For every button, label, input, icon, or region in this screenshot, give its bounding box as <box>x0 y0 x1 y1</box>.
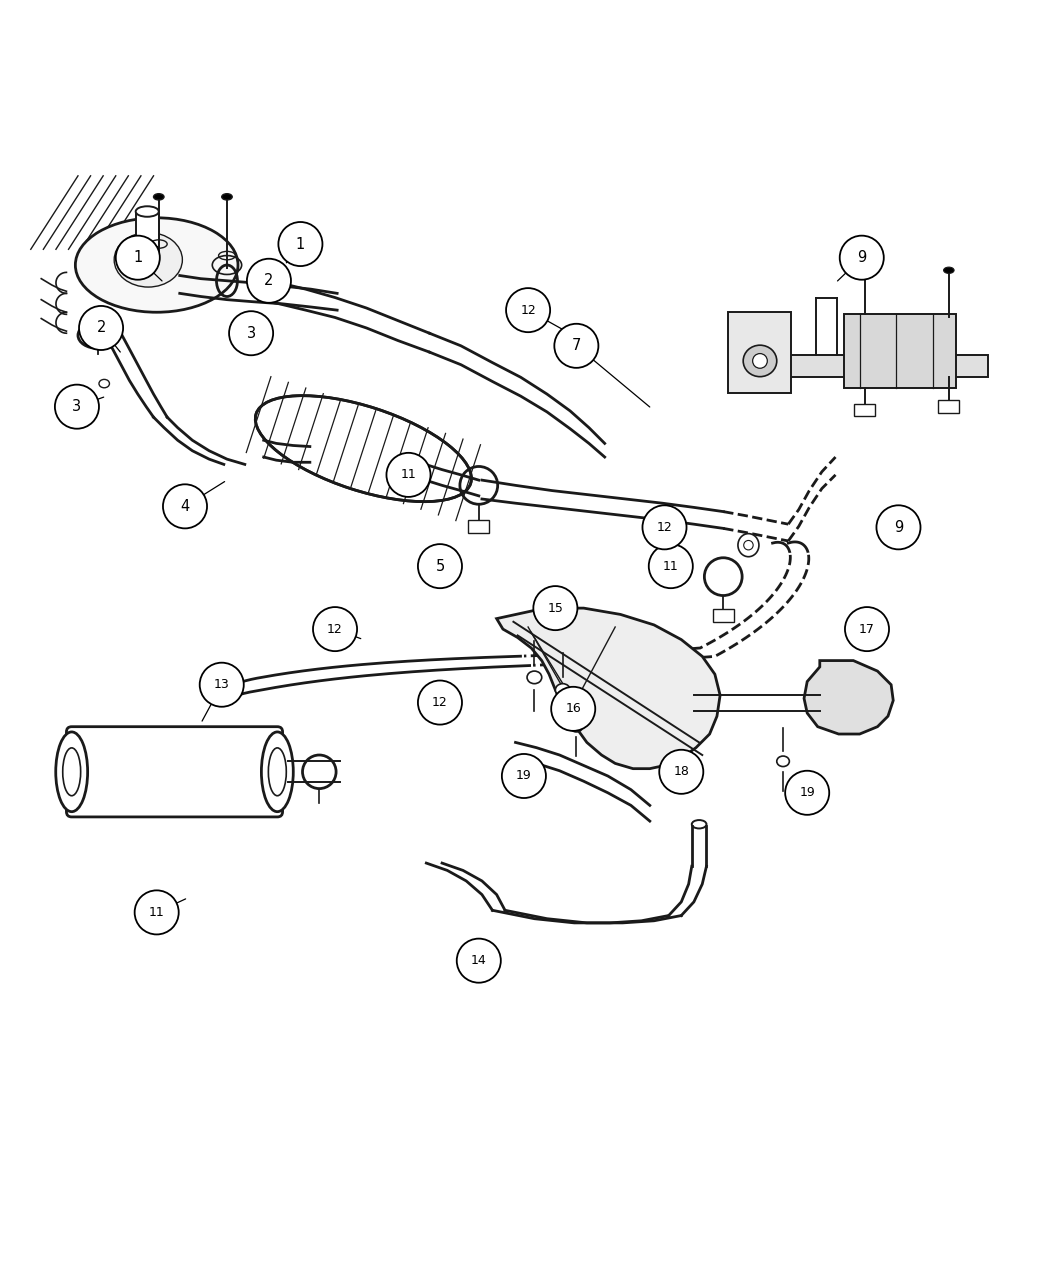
Text: 11: 11 <box>148 907 164 919</box>
Text: 12: 12 <box>432 696 448 709</box>
Polygon shape <box>497 608 721 769</box>
Ellipse shape <box>944 268 954 273</box>
Ellipse shape <box>256 395 471 501</box>
Circle shape <box>418 544 462 588</box>
Circle shape <box>116 236 160 279</box>
Ellipse shape <box>555 683 570 696</box>
Ellipse shape <box>570 722 583 732</box>
Ellipse shape <box>56 732 87 812</box>
Text: 12: 12 <box>521 303 535 316</box>
Ellipse shape <box>76 218 238 312</box>
Bar <box>136 212 159 247</box>
Ellipse shape <box>258 334 266 344</box>
Text: 5: 5 <box>436 558 445 574</box>
Text: 3: 3 <box>73 399 81 414</box>
Text: 18: 18 <box>673 765 689 778</box>
Ellipse shape <box>261 732 294 812</box>
Text: 9: 9 <box>857 250 867 265</box>
FancyBboxPatch shape <box>854 403 875 416</box>
Text: 3: 3 <box>246 325 256 340</box>
Text: 4: 4 <box>180 499 189 514</box>
Text: 1: 1 <box>134 250 142 265</box>
Ellipse shape <box>776 756 789 766</box>
Circle shape <box>163 484 207 528</box>
Text: 12: 12 <box>656 520 672 534</box>
Circle shape <box>649 544 693 588</box>
Ellipse shape <box>268 748 286 796</box>
Ellipse shape <box>63 748 81 796</box>
Ellipse shape <box>154 194 164 200</box>
Circle shape <box>845 607 889 652</box>
Bar <box>713 609 733 622</box>
Circle shape <box>554 324 599 368</box>
Circle shape <box>247 259 291 302</box>
Circle shape <box>785 771 829 815</box>
Ellipse shape <box>115 232 182 287</box>
Circle shape <box>200 663 244 706</box>
Ellipse shape <box>222 194 232 200</box>
Text: 9: 9 <box>894 520 903 534</box>
Circle shape <box>386 453 430 497</box>
Circle shape <box>643 505 687 550</box>
Circle shape <box>135 890 179 935</box>
Text: 11: 11 <box>401 468 417 482</box>
Text: 2: 2 <box>264 273 274 288</box>
Ellipse shape <box>743 346 776 376</box>
FancyBboxPatch shape <box>786 356 988 377</box>
Circle shape <box>876 505 920 550</box>
Text: 15: 15 <box>547 602 563 615</box>
Circle shape <box>418 681 462 724</box>
FancyBboxPatch shape <box>938 400 959 413</box>
Text: 17: 17 <box>859 622 875 636</box>
Text: 11: 11 <box>663 560 679 572</box>
Ellipse shape <box>752 353 767 368</box>
Ellipse shape <box>859 254 870 260</box>
Circle shape <box>839 236 884 279</box>
Circle shape <box>229 311 274 356</box>
Circle shape <box>660 750 704 794</box>
FancyBboxPatch shape <box>66 727 283 817</box>
FancyBboxPatch shape <box>844 315 956 388</box>
Bar <box>468 520 489 533</box>
Polygon shape <box>804 660 893 734</box>
Ellipse shape <box>78 323 118 348</box>
Circle shape <box>55 385 99 428</box>
Ellipse shape <box>99 380 109 388</box>
Ellipse shape <box>527 671 542 683</box>
Circle shape <box>506 288 550 333</box>
Text: 7: 7 <box>571 338 581 353</box>
Text: 1: 1 <box>296 237 305 251</box>
Circle shape <box>457 938 501 983</box>
Text: 19: 19 <box>800 787 815 799</box>
Ellipse shape <box>94 316 102 321</box>
Ellipse shape <box>737 534 758 557</box>
Text: 16: 16 <box>565 703 581 715</box>
Text: 2: 2 <box>97 320 106 335</box>
Text: 19: 19 <box>517 770 531 783</box>
Circle shape <box>313 607 357 652</box>
Circle shape <box>551 687 595 731</box>
Ellipse shape <box>744 541 753 550</box>
Text: 14: 14 <box>471 954 487 968</box>
Text: 13: 13 <box>214 678 229 691</box>
FancyBboxPatch shape <box>728 312 791 393</box>
Circle shape <box>533 586 578 630</box>
Circle shape <box>79 306 123 351</box>
Circle shape <box>502 754 546 798</box>
Circle shape <box>279 222 323 266</box>
Ellipse shape <box>136 207 159 217</box>
Text: 12: 12 <box>327 622 343 636</box>
